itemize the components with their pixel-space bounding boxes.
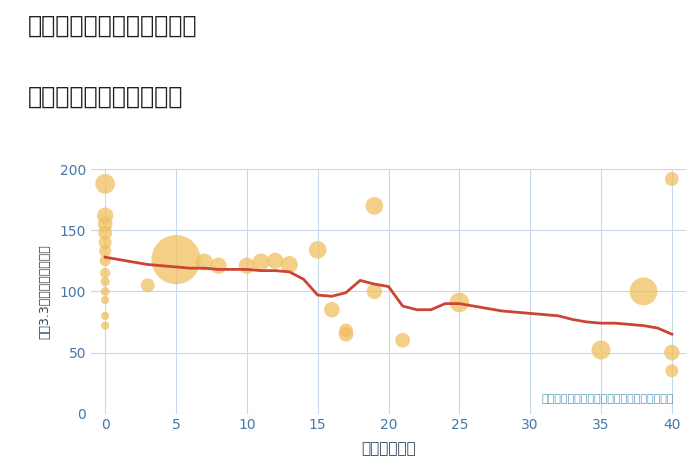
Point	[99, 288, 111, 295]
Point	[369, 202, 380, 210]
Point	[666, 349, 678, 356]
Point	[340, 330, 351, 338]
Y-axis label: 坪（3.3㎡）単価（万円）: 坪（3.3㎡）単価（万円）	[38, 244, 51, 339]
Point	[99, 257, 111, 265]
Point	[241, 262, 253, 269]
Point	[99, 269, 111, 277]
Point	[284, 261, 295, 268]
Point	[99, 212, 111, 219]
Point	[666, 175, 678, 183]
Point	[638, 288, 649, 295]
Text: 円の大きさは、取引のあった物件面積を示す: 円の大きさは、取引のあった物件面積を示す	[542, 394, 674, 404]
Point	[99, 180, 111, 188]
Point	[312, 246, 323, 254]
Point	[369, 288, 380, 295]
Point	[270, 257, 281, 265]
Point	[99, 312, 111, 320]
Point	[99, 239, 111, 246]
Text: 築年数別中古戸建て価格: 築年数別中古戸建て価格	[28, 85, 183, 109]
Point	[326, 306, 337, 313]
Point	[596, 346, 607, 354]
Point	[256, 258, 267, 266]
Point	[199, 258, 210, 266]
Text: 兵庫県尼崎市武庫之荘東の: 兵庫県尼崎市武庫之荘東の	[28, 14, 197, 38]
Point	[99, 220, 111, 228]
Point	[99, 278, 111, 285]
Point	[666, 367, 678, 375]
Point	[454, 298, 465, 306]
Point	[99, 322, 111, 329]
Point	[142, 282, 153, 289]
Point	[213, 262, 224, 269]
Point	[340, 327, 351, 334]
X-axis label: 築年数（年）: 築年数（年）	[361, 441, 416, 456]
Point	[99, 247, 111, 255]
Point	[99, 296, 111, 304]
Point	[99, 229, 111, 236]
Point	[397, 337, 408, 344]
Point	[170, 256, 181, 263]
